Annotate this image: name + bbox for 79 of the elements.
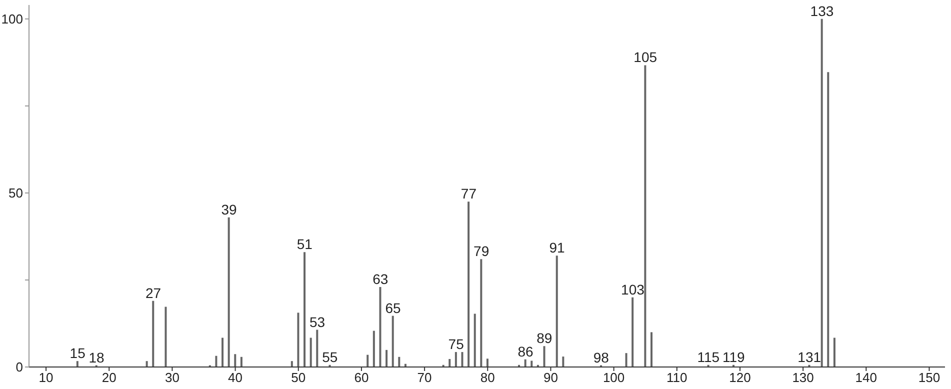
x-tick-label: 120 xyxy=(729,370,751,386)
bar xyxy=(562,356,564,367)
x-tick-label: 20 xyxy=(102,370,116,386)
bar xyxy=(468,202,470,367)
x-tick-label: 80 xyxy=(480,370,495,386)
annotation: 18 xyxy=(88,349,104,366)
annotation: 15 xyxy=(70,345,86,362)
bar xyxy=(304,252,306,367)
bar xyxy=(480,259,482,367)
annotation: 63 xyxy=(372,270,388,287)
bar xyxy=(827,72,830,367)
annotation: 131 xyxy=(798,348,822,365)
annotation: 75 xyxy=(448,336,464,352)
bar xyxy=(297,312,300,367)
bar xyxy=(530,360,533,367)
bar xyxy=(316,330,318,367)
bar xyxy=(454,352,457,367)
bar xyxy=(240,356,242,367)
bar xyxy=(234,354,236,367)
x-tick-label: 50 xyxy=(291,370,306,386)
bar xyxy=(379,286,382,367)
x-tick-label: 60 xyxy=(354,370,369,386)
bar xyxy=(543,346,546,367)
annotation: 105 xyxy=(634,49,658,66)
annotation: 55 xyxy=(322,348,338,365)
x-tick-label: 110 xyxy=(666,370,688,386)
x-tick-label: 70 xyxy=(417,370,432,386)
y-tick-label: 100 xyxy=(1,12,23,27)
bar xyxy=(632,297,634,367)
bar xyxy=(372,330,375,367)
annotation: 77 xyxy=(460,186,477,202)
annotation: 53 xyxy=(310,314,326,330)
x-tick-label: 130 xyxy=(792,370,814,386)
bar xyxy=(76,361,78,367)
x-tick-label: 140 xyxy=(855,370,877,386)
bar xyxy=(152,300,154,367)
bar xyxy=(215,356,218,367)
x-tick-label: 30 xyxy=(164,370,180,386)
bar xyxy=(524,359,526,367)
bar xyxy=(164,306,167,367)
bar xyxy=(644,65,646,367)
bar xyxy=(486,358,488,367)
bar xyxy=(146,361,148,367)
y-tick-label: 0 xyxy=(16,360,23,375)
bar xyxy=(448,358,451,367)
annotation: 51 xyxy=(296,236,313,252)
bar xyxy=(833,338,836,367)
x-tick-label: 100 xyxy=(602,370,625,386)
annotation: 27 xyxy=(145,284,162,301)
annotation: 86 xyxy=(518,343,534,360)
bar xyxy=(461,352,464,367)
annotation: 79 xyxy=(474,243,490,260)
annotation: 91 xyxy=(549,240,566,256)
x-tick-label: 90 xyxy=(543,370,558,386)
bar xyxy=(398,356,400,367)
bar xyxy=(820,18,823,367)
annotation: 98 xyxy=(593,349,610,366)
bar xyxy=(310,338,312,367)
annotation: 133 xyxy=(810,2,834,19)
bar xyxy=(386,350,388,367)
bar xyxy=(650,332,652,367)
x-tick-label: 40 xyxy=(228,370,243,386)
bar xyxy=(290,361,293,367)
annotation: 119 xyxy=(722,348,746,365)
y-tick-label: 50 xyxy=(8,186,23,201)
bar xyxy=(366,354,369,367)
annotation: 39 xyxy=(221,201,237,218)
annotation: 115 xyxy=(697,348,720,365)
annotation: 89 xyxy=(536,330,552,346)
bar xyxy=(556,256,558,367)
x-tick-label: 10 xyxy=(38,370,54,386)
bar xyxy=(474,314,476,367)
bar xyxy=(228,217,230,367)
annotation: 103 xyxy=(621,281,645,298)
bar xyxy=(625,353,628,367)
bar xyxy=(392,316,394,367)
bar xyxy=(222,338,224,367)
x-tick-label: 150 xyxy=(918,370,940,386)
annotation: 65 xyxy=(385,300,401,316)
